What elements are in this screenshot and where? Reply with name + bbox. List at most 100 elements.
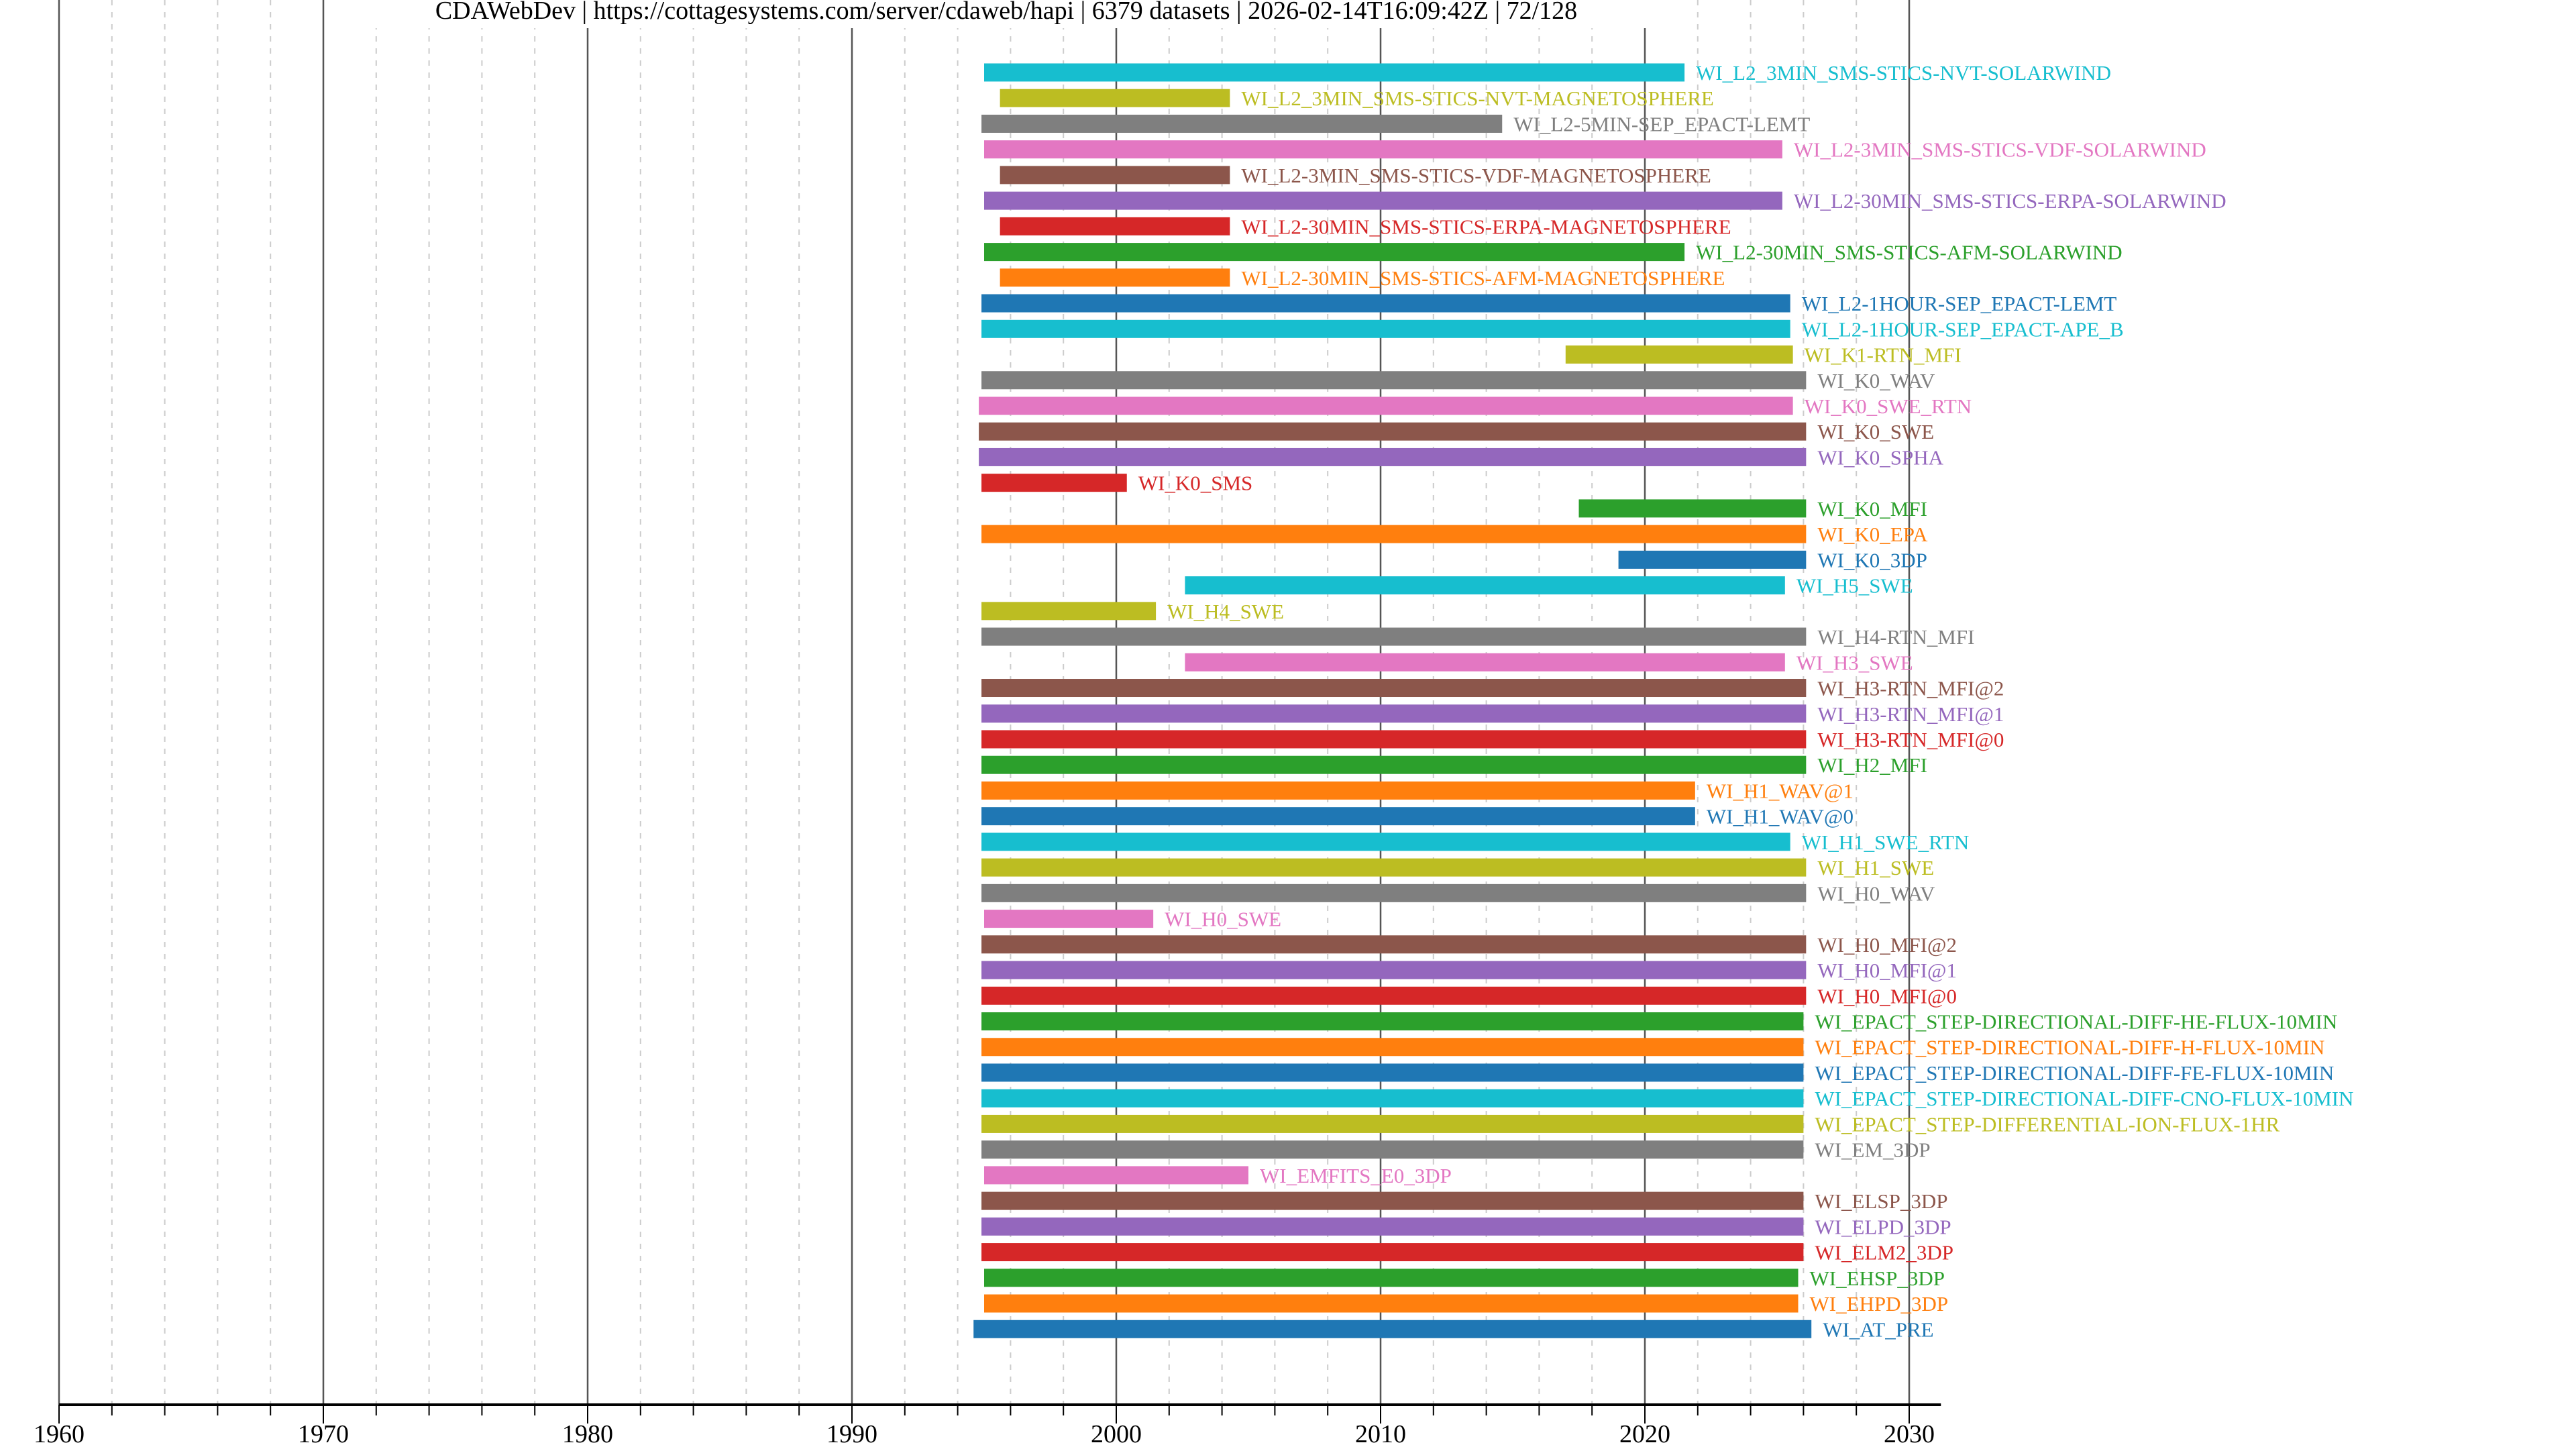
x-tick-label: 2020 [1619, 1420, 1670, 1448]
dataset-bar [981, 858, 1807, 877]
dataset-label: WI_K0_MFI [1817, 497, 1927, 521]
dataset-label: WI_K0_SWE [1817, 420, 1934, 443]
dataset-bar [1000, 217, 1230, 235]
dataset-bar [981, 807, 1695, 826]
dataset-label: WI_L2-5MIN-SEP_EPACT-LEMT [1513, 112, 1810, 136]
dataset-bar [981, 1089, 1804, 1108]
x-axis: 1960 1970 1980 1990 2000 2010 2020 2030 [34, 1403, 1941, 1448]
dataset-bar [981, 1217, 1804, 1236]
dataset-label: WI_ELM2_3DP [1815, 1241, 1953, 1265]
title-background [349, 0, 1664, 28]
dataset-bar [1000, 166, 1230, 184]
dataset-label: WI_L2-1HOUR-SEP_EPACT-APE_B [1802, 317, 2124, 341]
dataset-label: WI_EHPD_3DP [1810, 1292, 1949, 1316]
dataset-label: WI_EM_3DP [1815, 1138, 1930, 1162]
dataset-label: WI_H1_SWE [1817, 856, 1934, 879]
dataset-label: WI_K1-RTN_MFI [1805, 343, 1962, 367]
dataset-label: WI_L2-30MIN_SMS-STICS-ERPA-MAGNETOSPHERE [1241, 215, 1731, 238]
dataset-bar [981, 114, 1503, 133]
dataset-label: WI_K0_EPA [1817, 523, 1928, 546]
dataset-bar [984, 1294, 1799, 1313]
dataset-bar [981, 294, 1790, 313]
chart-title: CDAWebDev | https://cottagesystems.com/s… [435, 0, 1577, 25]
dataset-label: WI_K0_SPHA [1817, 445, 1943, 469]
dataset-label: WI_H2_MFI [1817, 753, 1927, 777]
dataset-label: WI_H0_MFI@0 [1817, 984, 1957, 1008]
dataset-label: WI_ELSP_3DP [1815, 1189, 1947, 1213]
dataset-bar [979, 447, 1807, 466]
dataset-bar [984, 1166, 1248, 1185]
x-tick-label: 2030 [1884, 1420, 1935, 1448]
dataset-bar [1000, 89, 1230, 107]
dataset-bar [1185, 576, 1785, 595]
dataset-bar [981, 474, 1127, 492]
dataset-label: WI_EPACT_STEP-DIRECTIONAL-DIFF-CNO-FLUX-… [1815, 1087, 2353, 1110]
dataset-bar [981, 679, 1807, 698]
bars: WI_L2_3MIN_SMS-STICS-NVT-SOLARWINDWI_L2_… [973, 61, 2354, 1341]
dataset-bar [981, 935, 1807, 954]
dataset-label: WI_EPACT_STEP-DIRECTIONAL-DIFF-FE-FLUX-1… [1815, 1061, 2334, 1085]
dataset-bar [1565, 345, 1793, 364]
dataset-label: WI_L2-1HOUR-SEP_EPACT-LEMT [1802, 292, 2117, 315]
dataset-label: WI_L2_3MIN_SMS-STICS-NVT-SOLARWIND [1696, 61, 2111, 85]
dataset-bar [981, 961, 1807, 979]
dataset-bar [981, 319, 1790, 338]
dataset-label: WI_L2_3MIN_SMS-STICS-NVT-MAGNETOSPHERE [1241, 87, 1713, 110]
dataset-label: WI_H4-RTN_MFI [1817, 625, 1974, 649]
dataset-label: WI_H4_SWE [1167, 600, 1284, 623]
dataset-label: WI_H3_SWE [1796, 651, 1913, 674]
dataset-bar [981, 1191, 1804, 1210]
dataset-label: WI_EHSP_3DP [1810, 1267, 1945, 1290]
dataset-label: WI_H3-RTN_MFI@1 [1817, 702, 2004, 726]
dataset-label: WI_AT_PRE [1823, 1318, 1933, 1341]
dataset-bar [981, 755, 1807, 774]
dataset-bar [981, 1012, 1804, 1031]
dataset-bar [1618, 550, 1807, 569]
x-tick-label: 2000 [1091, 1420, 1142, 1448]
dataset-label: WI_EPACT_STEP-DIRECTIONAL-DIFF-H-FLUX-10… [1815, 1036, 2324, 1059]
x-tick-label: 1960 [34, 1420, 85, 1448]
dataset-bar [981, 833, 1790, 851]
dataset-bar [981, 602, 1157, 621]
dataset-label: WI_H3-RTN_MFI@2 [1817, 677, 2004, 700]
dataset-label: WI_K0_SWE_RTN [1805, 394, 1972, 418]
dataset-label: WI_EMFITS_E0_3DP [1260, 1164, 1452, 1187]
dataset-label: WI_H3-RTN_MFI@0 [1817, 728, 2004, 751]
dataset-bar [981, 525, 1807, 543]
dataset-bar [981, 627, 1807, 646]
dataset-bar [981, 371, 1807, 390]
dataset-bar [1185, 653, 1785, 672]
dataset-label: WI_EPACT_STEP-DIFFERENTIAL-ION-FLUX-1HR [1815, 1112, 2279, 1136]
x-tick-label: 1990 [826, 1420, 877, 1448]
dataset-label: WI_H1_SWE_RTN [1802, 830, 1970, 854]
dataset-label: WI_H5_SWE [1796, 574, 1913, 598]
dataset-bar [984, 1269, 1799, 1287]
dataset-bar [984, 191, 1782, 210]
dataset-bar [981, 704, 1807, 723]
dataset-bar [981, 986, 1807, 1005]
dataset-label: WI_ELPD_3DP [1815, 1215, 1951, 1238]
dataset-bar [981, 883, 1807, 902]
dataset-bar [984, 910, 1154, 928]
dataset-bar [984, 140, 1782, 159]
dataset-bar [981, 781, 1695, 800]
dataset-label: WI_K0_3DP [1817, 548, 1927, 572]
dataset-label: WI_H0_MFI@2 [1817, 933, 1957, 957]
x-tick-label: 2010 [1355, 1420, 1406, 1448]
dataset-label: WI_H0_WAV [1817, 881, 1935, 905]
dataset-bar [981, 1038, 1804, 1057]
dataset-bar [984, 63, 1685, 82]
dataset-label: WI_L2-3MIN_SMS-STICS-VDF-MAGNETOSPHERE [1241, 164, 1711, 187]
dataset-label: WI_K0_WAV [1817, 369, 1935, 392]
dataset-bar [981, 1243, 1804, 1262]
dataset-bar [981, 730, 1807, 749]
dataset-bar [973, 1320, 1812, 1338]
dataset-label: WI_H0_MFI@1 [1817, 959, 1957, 982]
dataset-bar [979, 396, 1793, 415]
dataset-label: WI_L2-30MIN_SMS-STICS-AFM-SOLARWIND [1696, 241, 2123, 264]
dataset-bar [1578, 499, 1807, 518]
dataset-label: WI_K0_SMS [1138, 472, 1253, 495]
dataset-label: WI_H1_WAV@0 [1707, 805, 1854, 828]
dataset-label: WI_H0_SWE [1165, 908, 1281, 931]
